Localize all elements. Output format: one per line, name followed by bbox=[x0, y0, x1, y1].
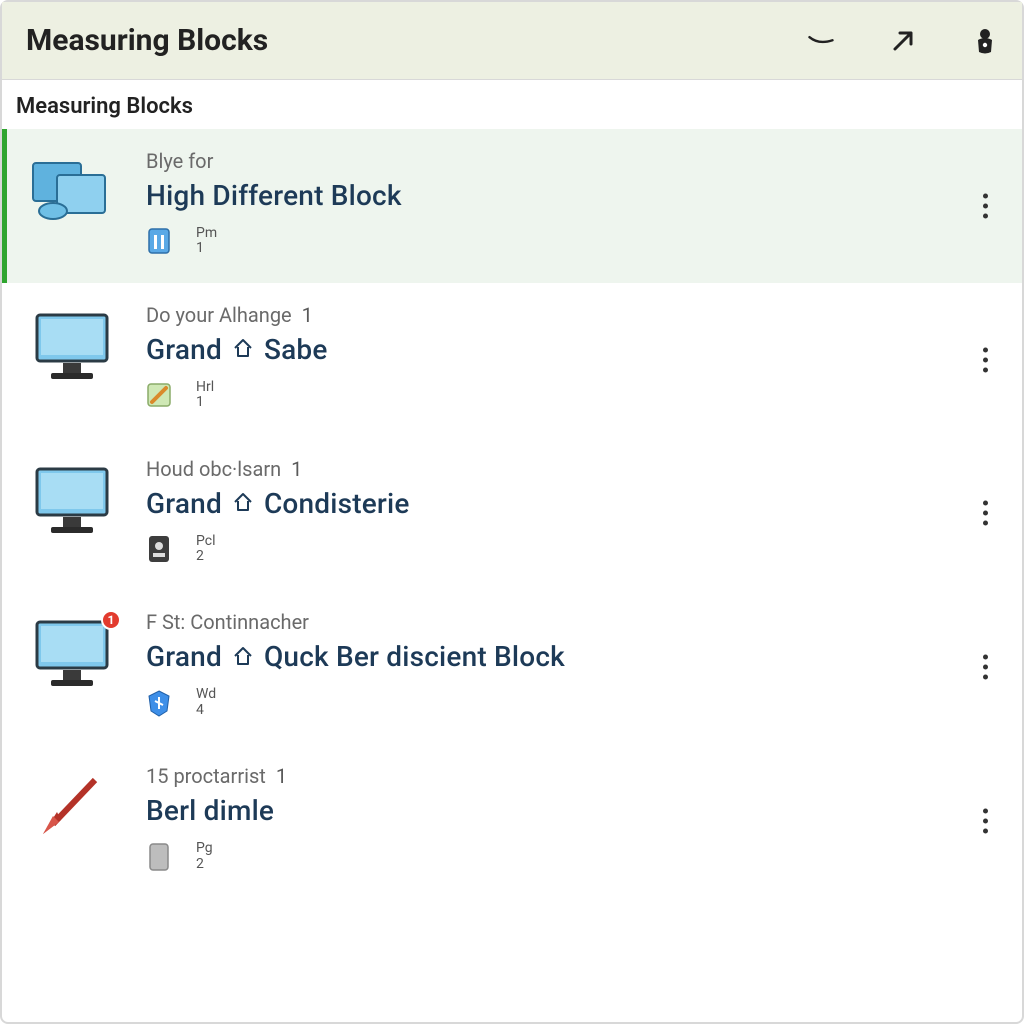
item-thumbnail bbox=[24, 303, 120, 393]
item-supertitle-num: 1 bbox=[276, 764, 287, 788]
item-title-pre: Grand bbox=[146, 487, 222, 520]
item-thumbnail-icon bbox=[29, 463, 115, 547]
item-title-pre: Grand bbox=[146, 333, 222, 366]
item-body: F St: Continnacher Grand Quck Ber discie… bbox=[120, 610, 1000, 718]
more-options-button[interactable] bbox=[975, 339, 996, 380]
item-title: High Different Block bbox=[146, 179, 1000, 212]
item-meta-code: Wd 4 bbox=[196, 687, 216, 718]
item-meta-code: Hrl 1 bbox=[196, 380, 214, 411]
item-thumbnail bbox=[24, 149, 120, 229]
item-title: Grand Condisterie bbox=[146, 487, 1000, 520]
list-item[interactable]: Do your Alhange 1 Grand Sabe Hrl 1 bbox=[2, 283, 1022, 437]
home-icon bbox=[232, 337, 254, 359]
item-badge-icon bbox=[146, 843, 172, 871]
item-supertitle-text: Blye for bbox=[146, 149, 213, 173]
item-thumbnail-icon bbox=[29, 155, 115, 229]
item-badge-icon bbox=[146, 535, 172, 563]
item-supertitle-text: Houd obc·lsarn bbox=[146, 457, 281, 481]
item-thumbnail bbox=[24, 457, 120, 547]
item-supertitle: Do your Alhange 1 bbox=[146, 303, 1000, 327]
item-meta: Pg 2 bbox=[146, 841, 1000, 872]
item-title-post: Condisterie bbox=[264, 487, 410, 520]
section-header: Measuring Blocks bbox=[2, 80, 1022, 129]
item-title-pre: High Different Block bbox=[146, 179, 402, 212]
more-options-button[interactable] bbox=[975, 493, 996, 534]
item-supertitle-text: F St: Continnacher bbox=[146, 610, 309, 634]
item-body: Blye for High Different Block Pm 1 bbox=[120, 149, 1000, 257]
item-meta: Pm 1 bbox=[146, 226, 1000, 257]
item-body: Houd obc·lsarn 1 Grand Condisterie Pcl 2 bbox=[120, 457, 1000, 565]
item-badge-icon bbox=[146, 381, 172, 409]
list-item[interactable]: 15 proctarrist 1 Berl dimle Pg 2 bbox=[2, 744, 1022, 898]
home-icon bbox=[232, 491, 254, 513]
block-list: Blye for High Different Block Pm 1 Do yo… bbox=[2, 129, 1022, 1022]
more-options-button[interactable] bbox=[975, 801, 996, 842]
minimize-icon[interactable] bbox=[808, 28, 834, 54]
item-badge-icon bbox=[146, 227, 172, 255]
item-supertitle-num: 1 bbox=[291, 457, 302, 481]
item-thumbnail bbox=[24, 764, 120, 844]
list-item[interactable]: Houd obc·lsarn 1 Grand Condisterie Pcl 2 bbox=[2, 437, 1022, 591]
item-title-post: Sabe bbox=[264, 333, 328, 366]
item-title: Berl dimle bbox=[146, 794, 1000, 827]
titlebar-actions bbox=[808, 28, 998, 54]
item-meta-code: Pcl 2 bbox=[196, 534, 215, 565]
item-thumbnail: 1 bbox=[24, 610, 120, 700]
item-thumbnail-icon bbox=[29, 309, 115, 393]
item-title-post: Quck Ber discient Block bbox=[264, 640, 565, 673]
app-window: Measuring Blocks Measuring Blocks Blye f… bbox=[0, 0, 1024, 1024]
lock-icon[interactable] bbox=[972, 28, 998, 54]
list-item[interactable]: Blye for High Different Block Pm 1 bbox=[2, 129, 1022, 283]
item-thumbnail-icon bbox=[37, 770, 107, 844]
page-title: Measuring Blocks bbox=[26, 23, 808, 58]
item-supertitle-text: 15 proctarrist bbox=[146, 764, 266, 788]
item-meta: Pcl 2 bbox=[146, 534, 1000, 565]
item-body: Do your Alhange 1 Grand Sabe Hrl 1 bbox=[120, 303, 1000, 411]
more-options-button[interactable] bbox=[975, 647, 996, 688]
item-supertitle-num: 1 bbox=[302, 303, 313, 327]
item-meta-code: Pg 2 bbox=[196, 841, 213, 872]
item-supertitle-text: Do your Alhange bbox=[146, 303, 292, 327]
item-title-pre: Grand bbox=[146, 640, 222, 673]
item-meta-code: Pm 1 bbox=[196, 226, 217, 257]
item-title: Grand Sabe bbox=[146, 333, 1000, 366]
more-options-button[interactable] bbox=[975, 185, 996, 226]
item-thumbnail-icon: 1 bbox=[29, 616, 115, 700]
item-body: 15 proctarrist 1 Berl dimle Pg 2 bbox=[120, 764, 1000, 872]
item-title-pre: Berl dimle bbox=[146, 794, 274, 827]
item-title: Grand Quck Ber discient Block bbox=[146, 640, 1000, 673]
item-meta: Hrl 1 bbox=[146, 380, 1000, 411]
expand-icon[interactable] bbox=[890, 28, 916, 54]
titlebar: Measuring Blocks bbox=[2, 2, 1022, 80]
item-badge-icon bbox=[146, 689, 172, 717]
home-icon bbox=[232, 645, 254, 667]
item-supertitle: F St: Continnacher bbox=[146, 610, 1000, 634]
item-supertitle: Blye for bbox=[146, 149, 1000, 173]
item-supertitle: Houd obc·lsarn 1 bbox=[146, 457, 1000, 481]
notification-badge: 1 bbox=[101, 610, 121, 630]
item-supertitle: 15 proctarrist 1 bbox=[146, 764, 1000, 788]
list-item[interactable]: 1 F St: Continnacher Grand Quck Ber disc… bbox=[2, 590, 1022, 744]
item-meta: Wd 4 bbox=[146, 687, 1000, 718]
